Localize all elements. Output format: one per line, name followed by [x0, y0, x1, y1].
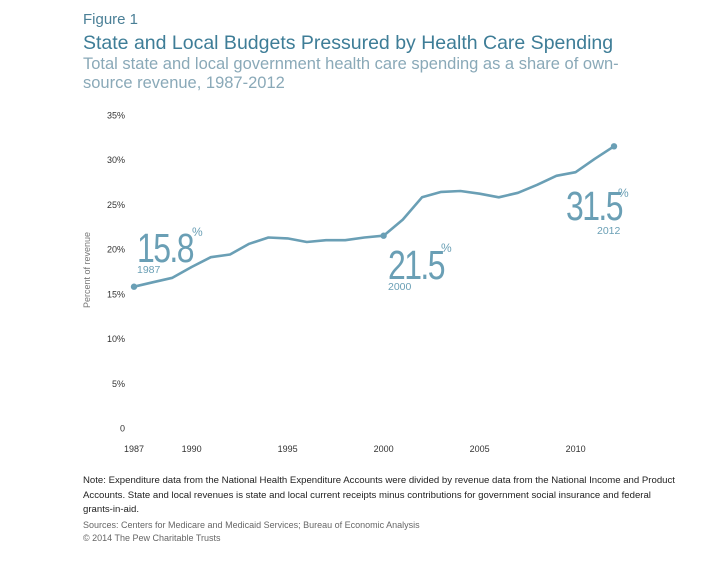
- figure-label: Figure 1: [83, 11, 139, 28]
- y-axis-label: Percent of revenue: [82, 232, 92, 308]
- series-line: [132, 145, 616, 289]
- data-point-1987: [130, 283, 138, 290]
- chart-note: Note: Expenditure data from the National…: [83, 475, 675, 515]
- annotation-year-2000: 2000: [388, 281, 412, 293]
- x-tick-label: 2010: [566, 444, 586, 454]
- chart-sources: Sources: Centers for Medicare and Medica…: [83, 520, 420, 530]
- x-tick-label: 2000: [374, 444, 394, 454]
- y-tick-label: 20%: [107, 245, 125, 255]
- annotation-year-2012: 2012: [597, 225, 621, 237]
- x-tick-label: 1987: [124, 444, 144, 454]
- y-tick-label: 35%: [107, 111, 125, 121]
- annotation-value-1987: 15.8: [137, 225, 193, 271]
- y-tick-label: 0: [120, 424, 125, 434]
- chart-subtitle: Total state and local government health …: [83, 55, 619, 92]
- x-tick-label: 2005: [470, 444, 490, 454]
- annotation-value-2012: 31.5: [566, 183, 622, 229]
- y-tick-label: 25%: [107, 200, 125, 210]
- y-tick-label: 10%: [107, 334, 125, 344]
- chart-title: State and Local Budgets Pressured by Hea…: [83, 32, 614, 54]
- annotation-value-2000: 21.5: [388, 242, 444, 288]
- annotation-year-1987: 1987: [137, 264, 161, 276]
- copyright: © 2014 The Pew Charitable Trusts: [83, 533, 221, 543]
- annotation-percent-1987: %: [192, 225, 203, 239]
- y-tick-label: 30%: [107, 155, 125, 165]
- y-tick-label: 15%: [107, 289, 125, 299]
- x-tick-label: 1995: [278, 444, 298, 454]
- y-tick-label: 5%: [112, 379, 125, 389]
- line-chart: 0 5% 10% 15% 20% 25% 30% 35% 1987 1990 1995 2000 200…: [82, 111, 629, 455]
- x-tick-label: 1990: [182, 444, 202, 454]
- data-point-2012: [610, 143, 618, 150]
- annotation-percent-2012: %: [618, 186, 629, 200]
- data-point-2000: [380, 232, 387, 239]
- annotation-percent-2000: %: [441, 241, 452, 255]
